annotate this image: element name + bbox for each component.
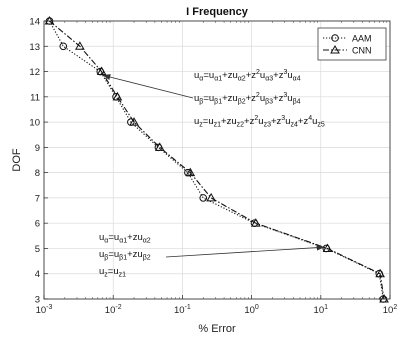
- y-tick-label: 4: [35, 269, 40, 280]
- data-point-cnn: [185, 167, 196, 177]
- data-point-cnn: [96, 66, 107, 76]
- data-point-cnn: [154, 142, 165, 151]
- series-line-cnn: [49, 20, 385, 300]
- y-axis-label: DOF: [11, 148, 23, 172]
- plot-frame: [43, 20, 391, 300]
- y-tick-label: 14: [29, 17, 40, 28]
- legend-marker-aam: [331, 34, 339, 42]
- data-point-cnn: [250, 218, 261, 227]
- y-tick-label: 5: [35, 244, 40, 255]
- legend: AAM CNN: [317, 27, 387, 61]
- legend-label-cnn: CNN: [352, 45, 372, 55]
- annotation-lower-arrow: [165, 244, 325, 258]
- y-tick-label: 10: [29, 118, 40, 129]
- y-tick-label: 7: [35, 193, 40, 204]
- data-point-cnn: [129, 117, 139, 126]
- data-point-cnn: [75, 41, 85, 50]
- y-tick-label: 6: [35, 219, 40, 230]
- y-tick-label: 11: [30, 92, 40, 103]
- y-tick-label: 8: [35, 168, 40, 179]
- annotation-upper-line: uz=uz1+zuz2+z2uz3+z3uz4+z4uz5: [194, 115, 325, 129]
- data-point-aam: [59, 42, 68, 51]
- y-tick-label: 3: [35, 295, 40, 306]
- annotation-lower-line: uβ=uβ1+zuβ2: [99, 249, 151, 262]
- annotation-lower-line: uz=uz1: [99, 266, 126, 279]
- annotation-upper-line: uβ=uβ1+zuβ2+z2uβ3+z3uβ4: [194, 92, 301, 106]
- y-tick-label: 13: [29, 42, 40, 53]
- annotation-upper-arrow: [102, 74, 194, 99]
- plot-area: [44, 21, 390, 299]
- data-point-cnn: [206, 192, 216, 202]
- data-point-cnn: [44, 15, 55, 25]
- legend-label-aam: AAM: [352, 33, 372, 43]
- x-tick-label: 102: [383, 304, 398, 316]
- x-tick-label: 10-2: [105, 304, 122, 316]
- data-point-aam: [199, 194, 208, 202]
- axis-ticks: 10-3 10-2 10-1 100 101 102 3 4 5 6 7 8 9 10 11 12 13 14: [29, 17, 397, 317]
- x-tick-label: 100: [244, 304, 259, 316]
- x-axis-label: % Error: [198, 323, 236, 335]
- legend-marker-cnn: [330, 44, 340, 54]
- legend-box: [317, 27, 387, 61]
- data-point-cnn: [379, 293, 389, 303]
- y-tick-label: 12: [29, 67, 40, 78]
- x-tick-label: 10-1: [174, 304, 191, 316]
- annotation-upper-line: uα=uα1+zuα2+z2uα3+z3uα4: [194, 69, 301, 83]
- series-layer: [44, 15, 389, 303]
- data-point-cnn: [322, 243, 333, 252]
- annotation-lower-line: uα=uα1+zuα2: [99, 232, 151, 245]
- x-tick-label: 10-3: [36, 304, 53, 316]
- x-tick-label: 101: [314, 304, 329, 316]
- annotations: uα=uα1+zuα2+z2uα3+z3uα4 uβ=uβ1+zuβ2+z2uβ3…: [99, 69, 325, 279]
- chart-title: I Frequency: [186, 6, 249, 18]
- y-tick-label: 9: [35, 143, 40, 154]
- data-point-cnn: [112, 91, 123, 101]
- data-point-cnn: [375, 268, 385, 278]
